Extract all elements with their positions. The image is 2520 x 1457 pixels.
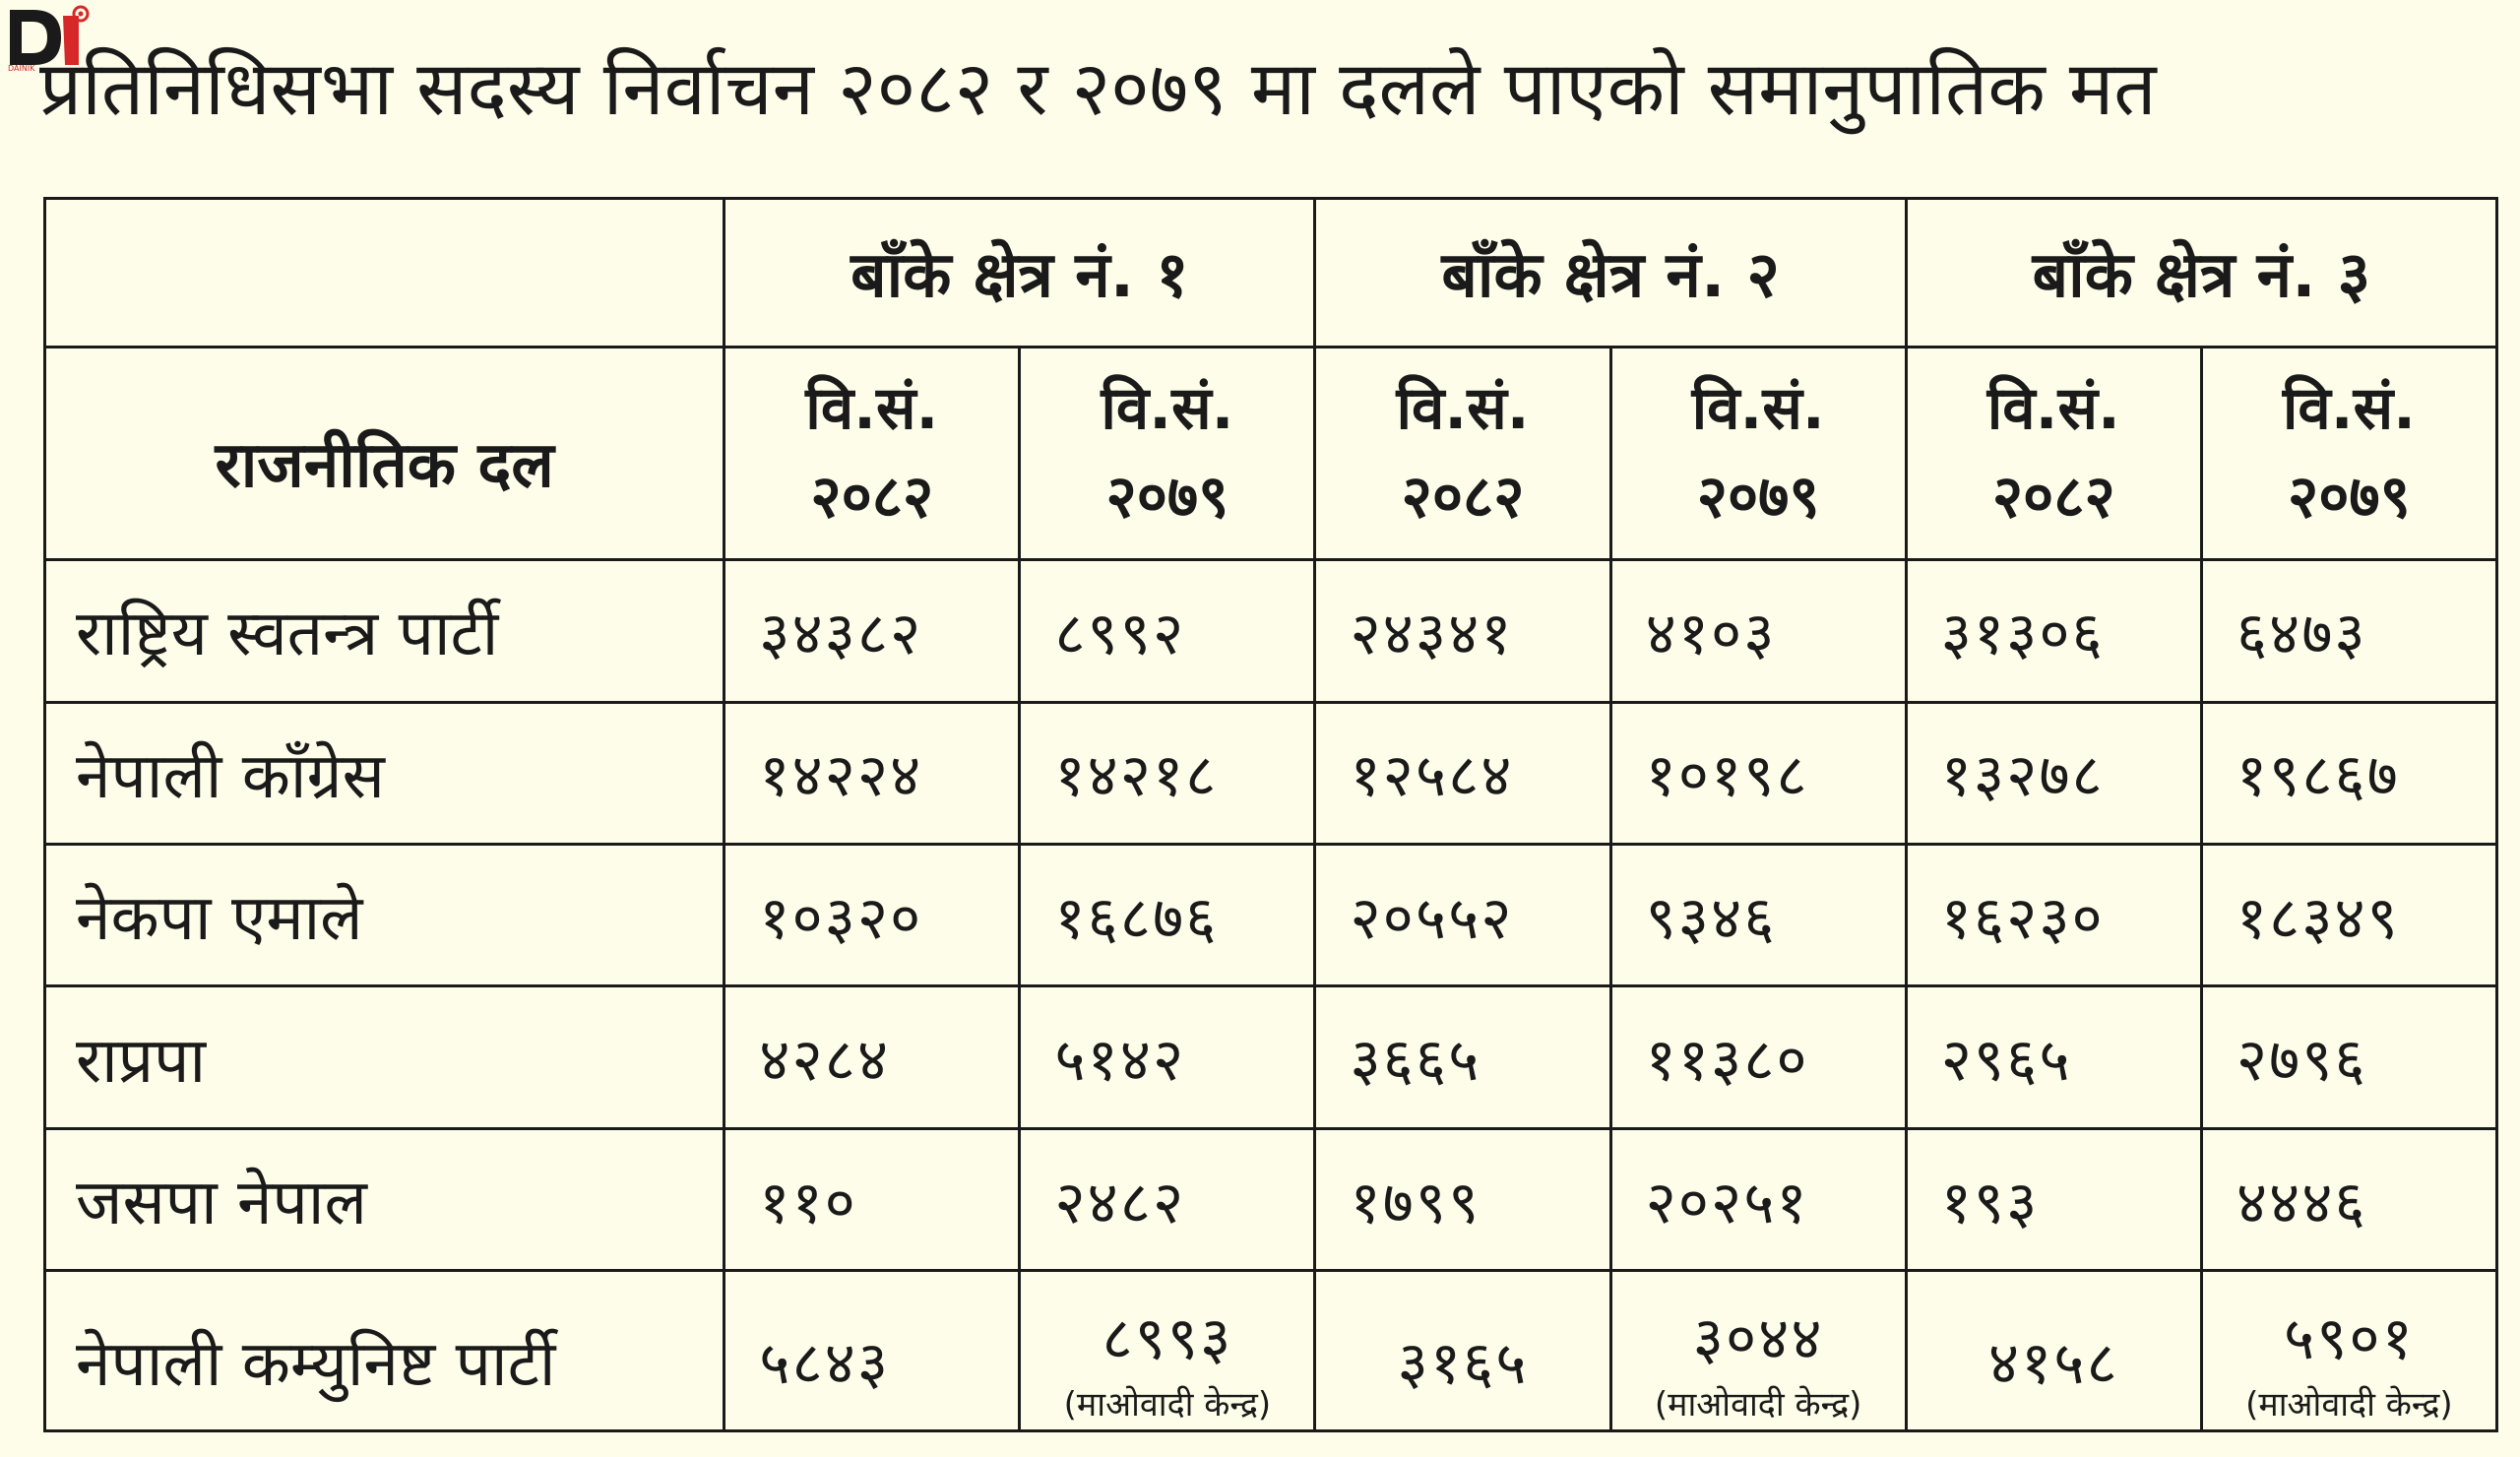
district-header-2: बाँके क्षेत्र नं. २ [1313,197,1908,348]
year-header-d1-2082: वि.सं. २०८२ [723,345,1022,562]
vote-cell: १०१९८ [1608,700,1908,846]
table-row: जसपा नेपाल ११० २४८२ १७९९ २०२५१ १९३ ४४४६ [42,1126,2499,1273]
vote-cell: २०२५१ [1608,1126,1908,1273]
vote-cell: १०३२० [723,842,1022,988]
vote-cell: ४२८४ [723,984,1022,1130]
party-name: नेपाली कम्युनिष्ट पार्टी [42,1269,726,1432]
year-header-d1-2079: वि.सं. २०७९ [1018,345,1317,562]
vote-cell: ८९९२ [1018,558,1317,704]
district-header-row: बाँके क्षेत्र नं. १ बाँके क्षेत्र नं. २ … [42,197,2499,348]
vote-cell: २४८२ [1018,1126,1317,1273]
vote-cell: ५८४३ [723,1269,1022,1432]
year-header-d2-2082: वि.सं. २०८२ [1313,345,1612,562]
table-row: नेपाली कम्युनिष्ट पार्टी ५८४३ ८९९३ (माओवा… [42,1269,2499,1432]
page-title: प्रतिनिधिसभा सदस्य निर्वाचन २०८२ र २०७९ … [39,44,2157,132]
year-label: वि.सं. [805,374,939,444]
year-value: २०८२ [1401,463,1525,533]
vote-cell: २०५५२ [1313,842,1612,988]
vote-cell: १६२३० [1904,842,2203,988]
vote-cell: १४२२४ [723,700,1022,846]
year-header-row: राजनीतिक दल वि.सं. २०८२ वि.सं. २०७९ वि.सं.… [42,345,2499,562]
vote-cell: ३१६५ [1313,1269,1612,1432]
vote-cell: ११३८० [1608,984,1908,1130]
year-value: २०७९ [2288,463,2411,533]
vote-cell: ३४३८२ [723,558,1022,704]
vote-cell: १२५८४ [1313,700,1612,846]
vote-cell: ३६६५ [1313,984,1612,1130]
year-label: वि.सं. [1986,374,2120,444]
party-name: राप्रपा [42,984,726,1130]
year-value: २०८२ [810,463,934,533]
vote-value: ५९०१ [2284,1304,2415,1374]
vote-cell: १३२७८ [1904,700,2203,846]
year-header-d3-2082: वि.सं. २०८२ [1904,345,2203,562]
vote-cell: २९६५ [1904,984,2203,1130]
table-row: राप्रपा ४२८४ ५१४२ ३६६५ ११३८० २९६५ २७९६ [42,984,2499,1130]
dainik-logo-icon: DAINIK [4,4,94,73]
year-label: वि.सं. [2282,374,2416,444]
vote-cell: २४३४१ [1313,558,1612,704]
vote-cell: ४१५८ [1904,1269,2203,1432]
year-label: वि.सं. [1101,374,1234,444]
maoist-note: (माओवादी केन्द्र) [1654,1385,1862,1425]
vote-cell: ३१३०६ [1904,558,2203,704]
vote-cell: ११० [723,1126,1022,1273]
vote-value: ८९९३ [1102,1304,1233,1374]
vote-cell: ५९०१ (माओवादी केन्द्र) [2199,1269,2499,1432]
party-name: राष्ट्रिय स्वतन्त्र पार्टी [42,558,726,704]
party-name: जसपा नेपाल [42,1126,726,1273]
district-header-3: बाँके क्षेत्र नं. ३ [1904,197,2499,348]
year-label: वि.सं. [1396,374,1530,444]
vote-cell: ८९९३ (माओवादी केन्द्र) [1018,1269,1317,1432]
year-label: वि.सं. [1691,374,1825,444]
district-header-1: बाँके क्षेत्र नं. १ [723,197,1317,348]
vote-table: बाँके क्षेत्र नं. १ बाँके क्षेत्र नं. २ … [42,197,2499,1432]
year-value: २०८२ [1991,463,2115,533]
vote-cell: १९३ [1904,1126,2203,1273]
party-column-header: राजनीतिक दल [42,345,726,562]
vote-cell: १९८६७ [2199,700,2499,846]
year-header-d2-2079: वि.सं. २०७९ [1608,345,1908,562]
maoist-note: (माओवादी केन्द्र) [2245,1385,2453,1425]
party-name: नेकपा एमाले [42,842,726,988]
vote-value: ३०४४ [1692,1304,1824,1374]
party-name: नेपाली काँग्रेस [42,700,726,846]
vote-cell: १६८७६ [1018,842,1317,988]
year-value: २०७९ [1696,463,1820,533]
vote-cell: १८३४९ [2199,842,2499,988]
vote-cell: १४२१८ [1018,700,1317,846]
vote-cell: ५१४२ [1018,984,1317,1130]
year-header-d3-2079: वि.सं. २०७९ [2199,345,2499,562]
vote-cell: ४१०३ [1608,558,1908,704]
vote-cell: ९३४६ [1608,842,1908,988]
vote-cell: ३०४४ (माओवादी केन्द्र) [1608,1269,1908,1432]
empty-corner-cell [42,197,726,348]
table-row: नेकपा एमाले १०३२० १६८७६ २०५५२ ९३४६ १६२३०… [42,842,2499,988]
table-row: नेपाली काँग्रेस १४२२४ १४२१८ १२५८४ १०१९८ … [42,700,2499,846]
maoist-note: (माओवादी केन्द्र) [1063,1385,1272,1425]
vote-cell: ४४४६ [2199,1126,2499,1273]
vote-cell: २७९६ [2199,984,2499,1130]
year-value: २०७९ [1105,463,1229,533]
table-row: राष्ट्रिय स्वतन्त्र पार्टी ३४३८२ ८९९२ २४… [42,558,2499,704]
vote-cell: १७९९ [1313,1126,1612,1273]
logo-text: DAINIK [8,64,35,73]
vote-cell: ६४७३ [2199,558,2499,704]
